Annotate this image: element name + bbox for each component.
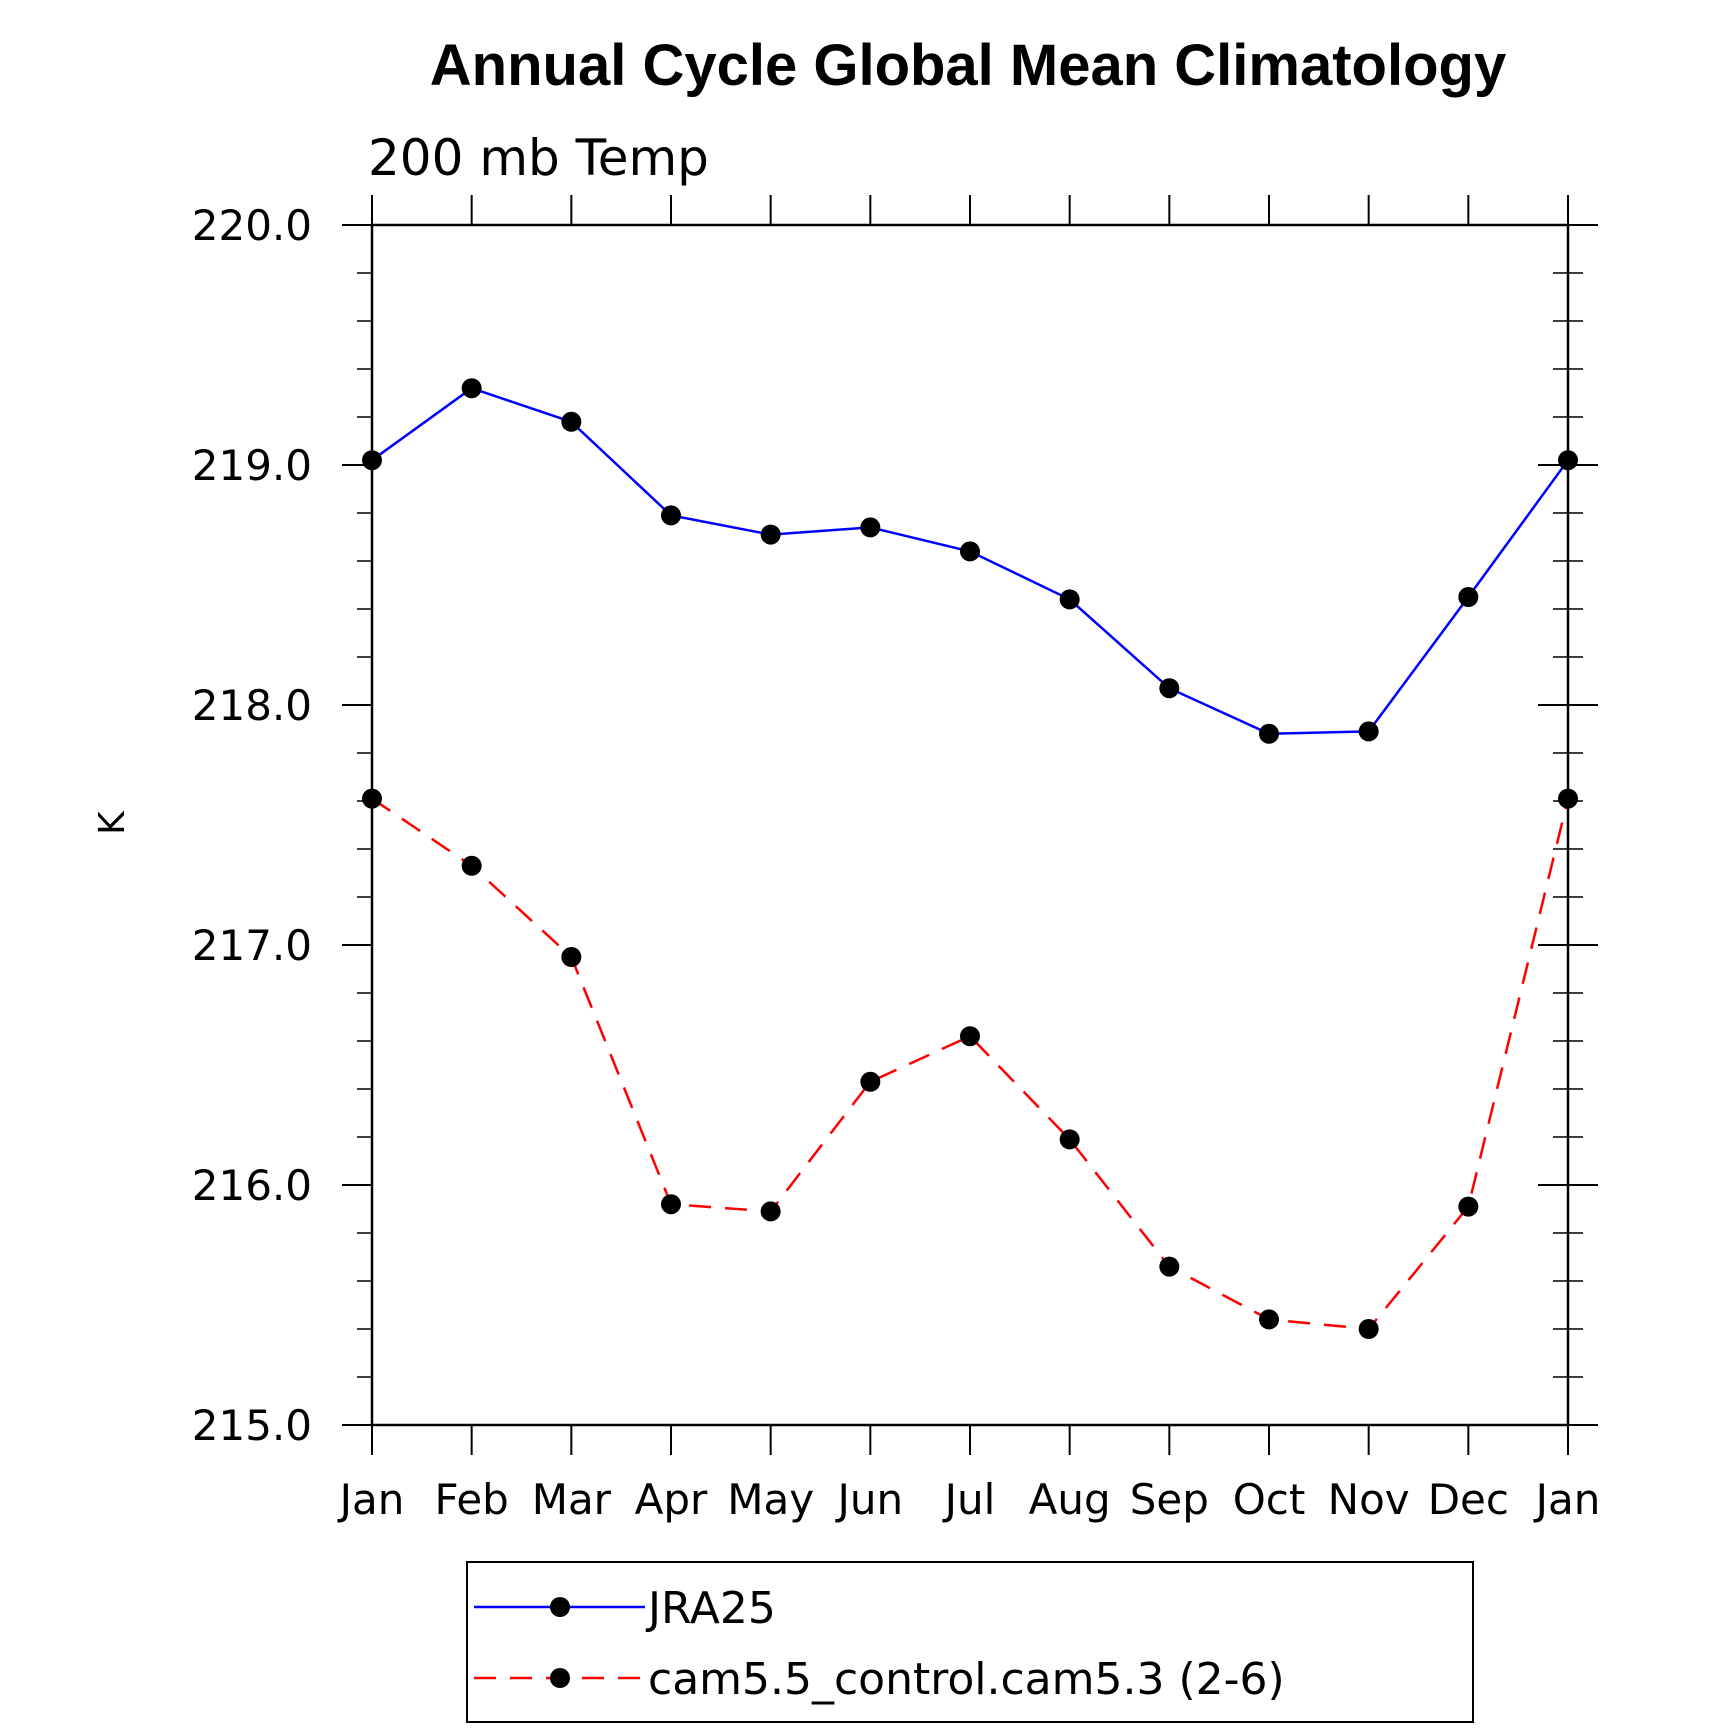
legend-marker-jra25 [550,1597,570,1617]
data-point-1 [1358,1319,1379,1339]
data-point-1 [461,855,482,876]
data-point-0 [1458,587,1479,607]
data-point-0 [1059,589,1080,610]
x-tick-label: Dec [1428,1475,1509,1524]
legend-box [466,1561,1474,1723]
data-point-0 [561,411,582,432]
data-point-1 [1259,1309,1279,1330]
data-point-1 [561,947,582,967]
plot-frame [370,223,1570,1427]
x-tick-label: Jul [942,1475,996,1524]
chart-title: Annual Cycle Global Mean Climatology [430,33,1506,98]
x-tick-label: Sep [1130,1475,1209,1524]
y-tick-label: 219.0 [192,441,312,490]
y-tick-label: 215.0 [192,1401,312,1450]
axes: Jan Feb Mar Apr May Jun Jul Aug Sep Oct Nov Dec Jan 2… [192,195,1601,1524]
data-point-1 [1558,788,1578,809]
x-tick-label: Jan [1533,1475,1601,1524]
data-point-0 [1358,721,1379,742]
series-line-1 [371,797,1570,1331]
data-point-0 [960,541,980,562]
data-point-1 [1059,1129,1080,1150]
data-point-0 [760,524,781,545]
y-tick-label: 218.0 [192,681,312,730]
y-axis-label: K [92,810,133,835]
legend-marker-cam5 [550,1668,570,1688]
x-tick-label: Mar [532,1475,612,1524]
data-point-1 [661,1194,681,1215]
x-tick-label: Nov [1328,1475,1410,1524]
x-tick-label: Jun [835,1475,904,1524]
data-point-0 [860,517,881,538]
data-point-1 [1458,1196,1479,1217]
legend-entry-jra25: JRA25 [474,1583,776,1634]
x-tick-label: Feb [434,1475,508,1524]
series-layer [362,378,1578,1339]
x-tick-label: May [727,1475,814,1524]
y-tick-label: 216.0 [192,1161,312,1210]
x-tick-label: Aug [1029,1475,1111,1524]
x-tick-label: Apr [635,1475,708,1524]
legend-label-jra25: JRA25 [645,1583,776,1634]
data-point-0 [1259,723,1279,744]
data-point-0 [1159,678,1180,699]
legend-entry-cam5: cam5.5_control.cam5.3 (2-6) [474,1654,1285,1705]
data-point-0 [1558,450,1578,471]
data-point-0 [661,505,681,526]
data-point-0 [362,450,382,471]
data-point-1 [960,1026,980,1047]
data-point-1 [860,1071,881,1092]
x-tick-label: Jan [337,1475,405,1524]
chart-subtitle: 200 mb Temp [368,129,709,187]
legend-label-cam5: cam5.5_control.cam5.3 (2-6) [648,1654,1285,1705]
data-point-0 [461,378,482,399]
data-point-1 [760,1201,781,1222]
y-tick-label: 217.0 [192,921,312,970]
y-tick-label: 220.0 [192,201,312,250]
x-tick-label: Oct [1233,1475,1306,1524]
data-point-1 [362,788,382,809]
data-point-1 [1159,1256,1180,1277]
